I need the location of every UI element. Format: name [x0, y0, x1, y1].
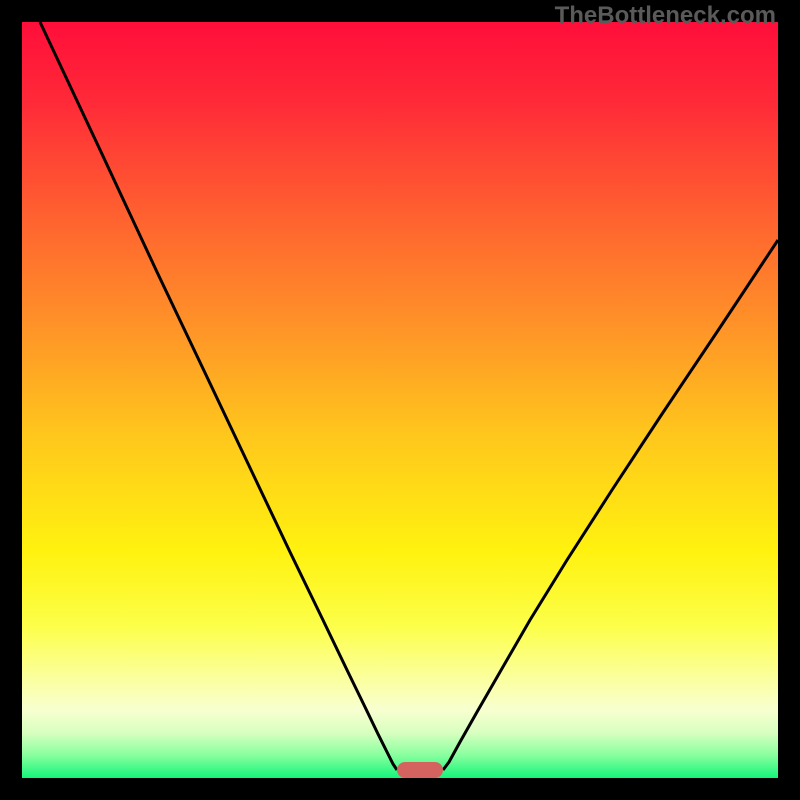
chart-container: TheBottleneck.com	[0, 0, 800, 800]
bottleneck-marker	[397, 762, 443, 778]
plot-area	[22, 22, 778, 778]
watermark-text: TheBottleneck.com	[555, 2, 776, 30]
gradient-background	[22, 22, 778, 778]
